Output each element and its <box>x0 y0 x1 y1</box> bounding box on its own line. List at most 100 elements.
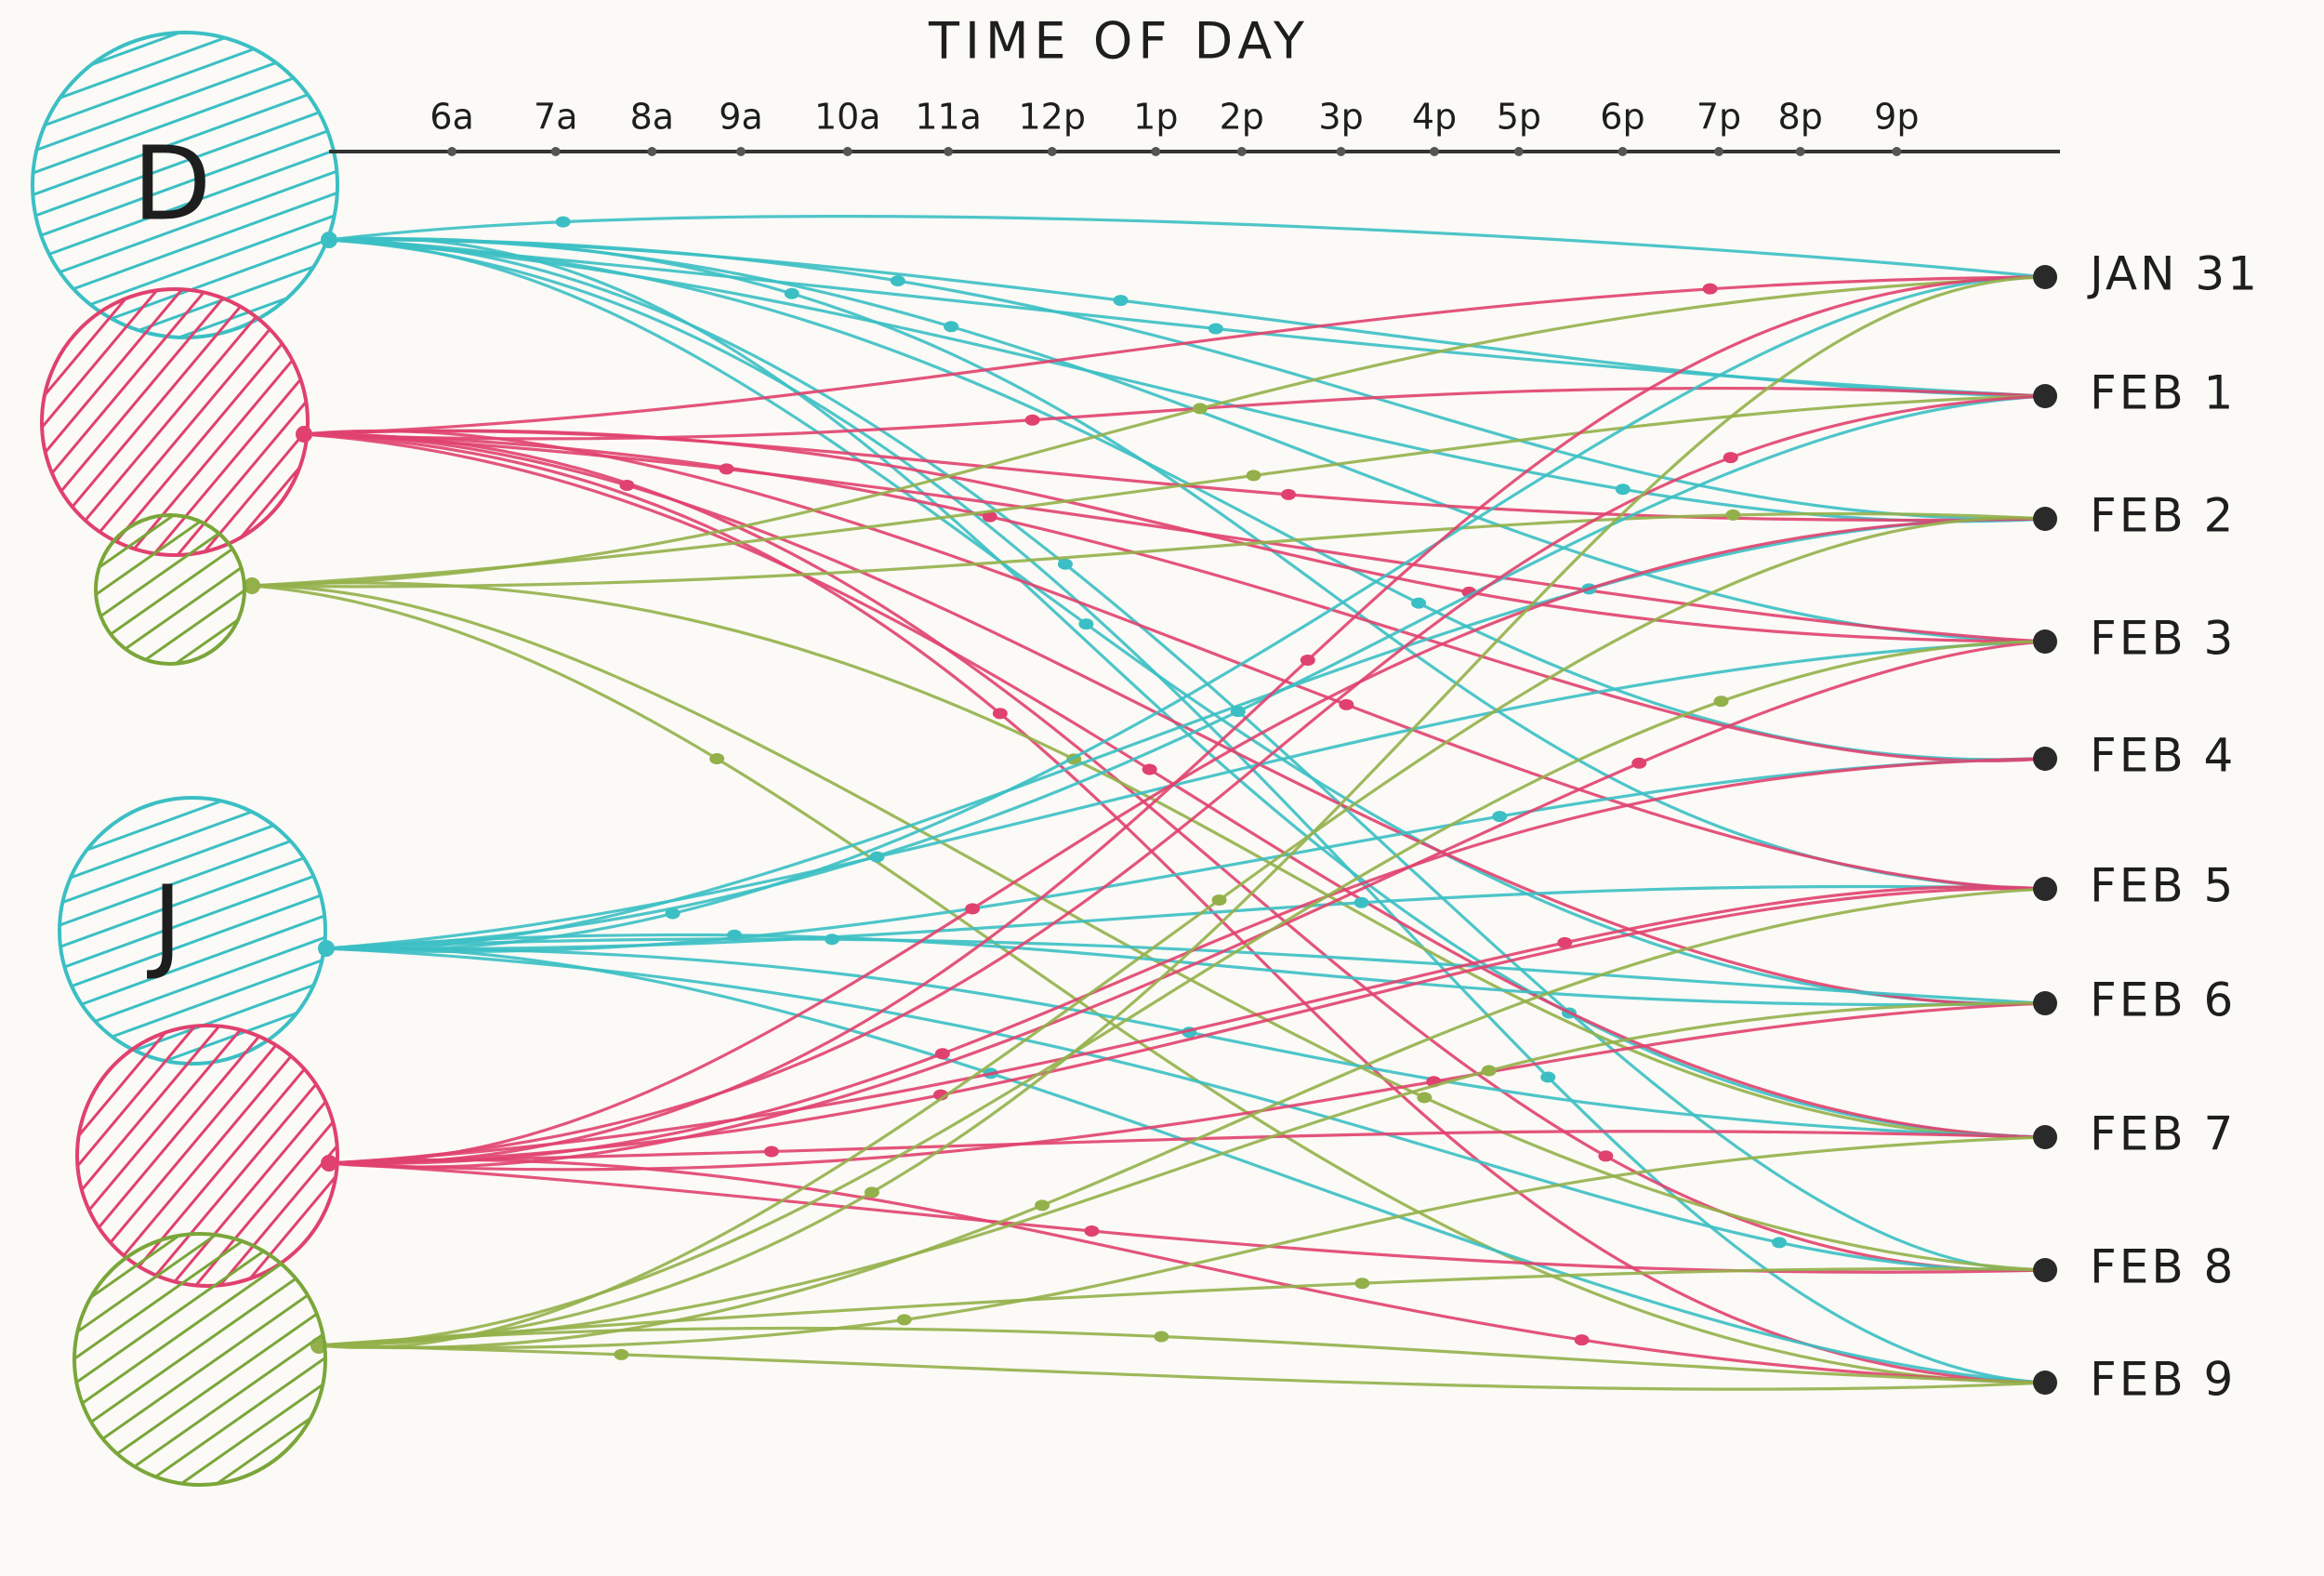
tick-dot <box>736 147 746 156</box>
time-dot <box>1702 283 1718 295</box>
connection-curve <box>318 275 2046 1347</box>
time-dot <box>1078 618 1094 630</box>
connection-curve <box>328 238 2046 1005</box>
connection-curve <box>328 1130 2046 1165</box>
time-dot <box>1354 1278 1370 1290</box>
connection-curve <box>325 757 2046 954</box>
time-dot <box>763 1146 779 1158</box>
time-dot <box>1300 654 1315 666</box>
tick-dot <box>1429 147 1439 156</box>
time-dot <box>1492 811 1508 823</box>
tick-label: 10a <box>814 97 881 138</box>
date-node <box>2033 877 2057 901</box>
tick-label: 7a <box>534 97 577 138</box>
tick-label: 3p <box>1318 97 1363 138</box>
time-dot <box>1417 1092 1433 1104</box>
time-dot <box>1353 896 1369 908</box>
time-dot <box>1057 558 1073 570</box>
connection-curve <box>328 275 2046 1165</box>
connection-curve <box>328 394 2046 1165</box>
tick-label: 8p <box>1778 97 1823 138</box>
tick-label: 6p <box>1600 97 1644 138</box>
tick-dot <box>1151 147 1161 156</box>
date-label: FEB 4 <box>2090 729 2236 783</box>
time-dot <box>1142 763 1157 775</box>
date-node <box>2033 1371 2057 1395</box>
tick-label: 2p <box>1220 97 1264 138</box>
time-dot <box>1598 1150 1614 1162</box>
d-green-circle <box>94 513 246 666</box>
connection-curve <box>328 517 2046 1165</box>
connections <box>244 215 2046 1391</box>
tick-dot <box>1236 147 1247 156</box>
time-dot <box>982 510 997 523</box>
tick-label: 7p <box>1697 97 1741 138</box>
connection-curve <box>318 1326 2046 1384</box>
time-dot <box>784 287 799 299</box>
time-dot <box>555 216 571 228</box>
tick-label: 8a <box>630 97 674 138</box>
date-label: FEB 5 <box>2090 859 2236 913</box>
connection-curve <box>318 516 2046 1349</box>
tick-label: 4p <box>1412 97 1457 138</box>
time-dot <box>1281 488 1297 500</box>
connection-curve <box>318 1001 2046 1347</box>
time-dot <box>965 903 981 915</box>
date-nodes: JAN 31 FEB 1 FEB 2 FEB 3 FEB 4 FEB 5 FEB 6 FEB … <box>2033 247 2257 1407</box>
j-teal-circle <box>58 796 327 1066</box>
connection-curve <box>251 275 2046 588</box>
time-dot <box>1574 1334 1590 1346</box>
connection-curve <box>325 640 2046 950</box>
connection-curve <box>318 1135 2046 1350</box>
time-dot <box>1411 597 1427 609</box>
tick-dot <box>550 147 561 156</box>
connection-curve <box>325 946 2046 1384</box>
date-node <box>2033 1125 2057 1149</box>
time-dot <box>825 934 840 946</box>
time-dot <box>1339 698 1354 710</box>
tick-label: 9a <box>719 97 762 138</box>
time-dot <box>1615 483 1631 496</box>
connection-curve <box>251 584 2046 1272</box>
connection-curve <box>328 236 2046 1139</box>
date-label: FEB 3 <box>2090 612 2236 666</box>
connection-curve <box>325 275 2046 951</box>
time-dot <box>1154 1331 1169 1343</box>
axis-title: TIME OF DAY <box>928 12 1310 71</box>
connection-curve <box>328 1158 2046 1384</box>
connection-curve <box>303 386 2046 441</box>
time-dot <box>1723 452 1738 464</box>
connection-curve <box>303 432 2046 1139</box>
time-dot <box>1113 295 1129 307</box>
time-dot <box>1713 695 1729 708</box>
tick-dot <box>1047 147 1057 156</box>
connection-curve <box>303 432 2046 1272</box>
connection-curve <box>328 238 2046 1384</box>
time-dot <box>1192 403 1208 415</box>
person-label: J <box>147 863 182 982</box>
tick-dot <box>647 147 657 156</box>
connection-curve <box>303 432 2046 1384</box>
date-node <box>2033 747 2057 771</box>
time-dot <box>896 1314 912 1326</box>
date-node <box>2033 384 2057 408</box>
date-node <box>2033 629 2057 654</box>
hub-dot <box>244 577 260 594</box>
tick-dot <box>1795 147 1805 156</box>
connection-curve <box>328 887 2046 1165</box>
tick-dot <box>1336 147 1346 156</box>
time-dot <box>934 1048 950 1060</box>
time-dot <box>944 321 959 333</box>
date-label: FEB 1 <box>2090 366 2236 420</box>
date-label: FEB 7 <box>2090 1107 2236 1161</box>
time-dot <box>869 851 885 863</box>
connection-curve <box>303 432 2046 762</box>
tick-dot <box>1714 147 1724 156</box>
tick-dot <box>1618 147 1628 156</box>
date-node <box>2033 991 2057 1015</box>
tick-label: 5p <box>1497 97 1541 138</box>
tick-label: 6a <box>429 97 473 138</box>
tick-label: 12p <box>1018 97 1085 138</box>
connection-curve <box>328 238 2046 398</box>
connection-curve <box>328 885 2046 1165</box>
